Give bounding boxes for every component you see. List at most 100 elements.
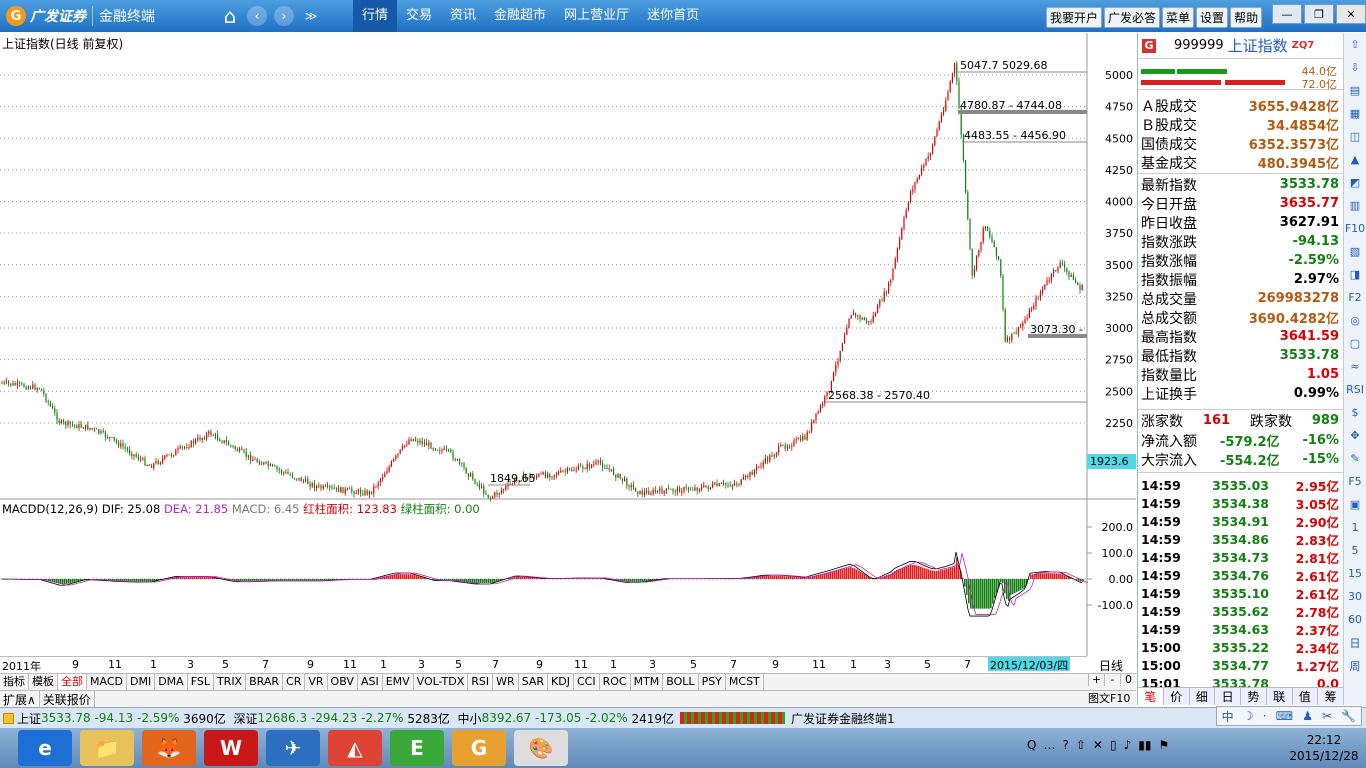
quote-tab[interactable]: 笔 [1138, 688, 1164, 705]
menu-4[interactable]: 网上营业厅 [564, 8, 630, 23]
indicator-tab-dma[interactable]: DMA [155, 674, 188, 690]
tray-icon[interactable]: … [1043, 738, 1056, 752]
taskbar-app-icon[interactable]: 🦊 [142, 730, 196, 766]
close-button[interactable]: ✕ [1336, 4, 1366, 24]
right-menu-3[interactable]: 设置 [1196, 7, 1229, 28]
indicator-tab-指标[interactable]: 指标 [0, 674, 29, 690]
sidebar-tool-icon[interactable]: 5 [1351, 544, 1359, 557]
ime-icon[interactable]: ⌨ [1275, 709, 1294, 723]
indicator-tab-fsl[interactable]: FSL [188, 674, 214, 690]
zoom-button[interactable]: - [1104, 673, 1120, 686]
sidebar-tool-icon[interactable]: ✎ [1350, 452, 1360, 465]
right-menu-4[interactable]: 帮助 [1230, 7, 1263, 28]
indicator-tab-mcst[interactable]: MCST [726, 674, 764, 690]
indicator-tab-roc[interactable]: ROC [600, 674, 631, 690]
zoom-button[interactable]: + [1088, 673, 1104, 686]
menu-2[interactable]: 资讯 [450, 8, 477, 23]
sidebar-tool-icon[interactable]: 日 [1349, 636, 1361, 650]
quote-tab[interactable]: 联 [1267, 688, 1293, 705]
ime-icon[interactable]: 🔧 [1341, 709, 1357, 723]
taskbar-app-icon[interactable]: W [204, 730, 258, 766]
sidebar-tool-icon[interactable]: ◫ [1349, 130, 1361, 143]
indicator-tab-brar[interactable]: BRAR [246, 674, 284, 690]
sidebar-tool-icon[interactable]: ◨ [1349, 268, 1361, 281]
indicator-tab-macd[interactable]: MACD [87, 674, 127, 690]
quote-tab[interactable]: 日 [1215, 688, 1241, 705]
sidebar-tool-icon[interactable]: ⇧ [1350, 38, 1360, 51]
right-menu-1[interactable]: 广发必答 [1104, 7, 1161, 28]
sidebar-tool-icon[interactable]: ▣ [1349, 498, 1361, 511]
quote-tab[interactable]: 细 [1190, 688, 1216, 705]
forward-icon[interactable]: › [274, 6, 294, 26]
taskbar-app-icon[interactable]: ◭ [328, 730, 382, 766]
sidebar-tool-icon[interactable]: ≈ [1350, 360, 1360, 373]
sidebar-tool-icon[interactable]: ▲ [1350, 153, 1360, 166]
indicator-tab-obv[interactable]: OBV [328, 674, 358, 690]
quote-tab[interactable]: 价 [1164, 688, 1190, 705]
sidebar-tool-icon[interactable]: ▤ [1349, 84, 1361, 97]
indicator-tab-vol-tdx[interactable]: VOL-TDX [414, 674, 469, 690]
sidebar-tool-icon[interactable]: 15 [1348, 567, 1362, 580]
indicator-tab-boll[interactable]: BOLL [663, 674, 699, 690]
clock[interactable]: 22:12 2015/12/28 [1288, 732, 1360, 764]
f10-tag[interactable]: 图文F10 [1088, 692, 1131, 705]
ime-icon[interactable]: ✂ [1322, 709, 1333, 723]
sidebar-tool-icon[interactable]: ▧ [1349, 245, 1361, 258]
tray-icon[interactable]: ✕ [1092, 738, 1103, 752]
quote-tab[interactable]: 势 [1241, 688, 1267, 705]
extra-tab[interactable]: 扩展∧ [0, 691, 40, 707]
indicator-tab-cr[interactable]: CR [283, 674, 306, 690]
indicator-tab-模板[interactable]: 模板 [29, 674, 58, 690]
tray-icon[interactable]: Q [1027, 738, 1037, 752]
indicator-tab-emv[interactable]: EMV [383, 674, 414, 690]
tray-icon[interactable]: ⇧ [1075, 738, 1086, 752]
kline-chart[interactable]: 5000 4750 4500 4250 4000 3750 3500 3250 3000 2750… [0, 33, 1136, 656]
home-icon[interactable]: ⌂ [223, 4, 237, 28]
taskbar-app-icon[interactable]: E [390, 730, 444, 766]
quote-tab[interactable]: 值 [1293, 688, 1319, 705]
taskbar-app-icon[interactable]: 📁 [80, 730, 134, 766]
sidebar-tool-icon[interactable]: 周 [1349, 659, 1361, 673]
tray-icon[interactable]: ▯ [1109, 738, 1117, 752]
sidebar-tool-icon[interactable]: F10 [1344, 222, 1366, 235]
sidebar-tool-icon[interactable]: 1 [1351, 521, 1359, 534]
restore-button[interactable]: ❐ [1304, 4, 1334, 24]
menu-1[interactable]: 交易 [406, 8, 433, 23]
indicator-tab-psy[interactable]: PSY [699, 674, 726, 690]
sidebar-tool-icon[interactable]: F2 [1348, 291, 1362, 304]
period-label[interactable]: 日线 [1099, 659, 1124, 673]
more-icon[interactable]: ≫ [304, 9, 318, 23]
sidebar-tool-icon[interactable]: ◎ [1350, 314, 1360, 327]
right-menu-2[interactable]: 菜单 [1162, 7, 1195, 28]
sidebar-tool-icon[interactable]: ▢ [1349, 337, 1361, 350]
indicator-tab-wr[interactable]: WR [493, 674, 519, 690]
ime-icon[interactable]: · [1262, 709, 1267, 723]
sidebar-tool-icon[interactable]: ◩ [1349, 176, 1361, 189]
sidebar-tool-icon[interactable]: ⇩ [1350, 61, 1360, 74]
tray-icon[interactable]: ? [1062, 738, 1069, 752]
sidebar-tool-icon[interactable]: ▦ [1349, 107, 1361, 120]
taskbar-app-icon[interactable]: ✈ [266, 730, 320, 766]
menu-0[interactable]: 行情 [353, 0, 398, 32]
sidebar-tool-icon[interactable]: ▥ [1349, 199, 1361, 212]
indicator-tab-mtm[interactable]: MTM [631, 674, 664, 690]
sidebar-tool-icon[interactable]: 60 [1348, 613, 1362, 626]
menu-5[interactable]: 迷你首页 [647, 8, 700, 23]
quote-tab[interactable]: 筹 [1318, 688, 1344, 705]
minimize-button[interactable]: — [1272, 4, 1302, 24]
indicator-tab-dmi[interactable]: DMI [127, 674, 156, 690]
indicator-tab-trix[interactable]: TRIX [214, 674, 247, 690]
indicator-tab-rsi[interactable]: RSI [468, 674, 494, 690]
indicator-tab-kdj[interactable]: KDJ [548, 674, 574, 690]
sidebar-tool-icon[interactable]: F5 [1348, 475, 1362, 488]
taskbar-app-icon[interactable]: G [452, 730, 506, 766]
indicator-tab-vr[interactable]: VR [305, 674, 328, 690]
indicator-tab-cci[interactable]: CCI [574, 674, 600, 690]
chart-area[interactable]: 5000 4750 4500 4250 4000 3750 3500 3250 3000 2750… [0, 33, 1136, 673]
sidebar-tool-icon[interactable]: RSI [1346, 383, 1364, 396]
sidebar-tool-icon[interactable]: ✥ [1350, 429, 1360, 442]
ime-icon[interactable]: 中 [1221, 709, 1234, 724]
ime-icon[interactable]: ♟ [1302, 709, 1313, 723]
tray-icon[interactable]: ♪ [1123, 738, 1132, 752]
tray-icon[interactable]: ▮▮ [1138, 738, 1152, 752]
